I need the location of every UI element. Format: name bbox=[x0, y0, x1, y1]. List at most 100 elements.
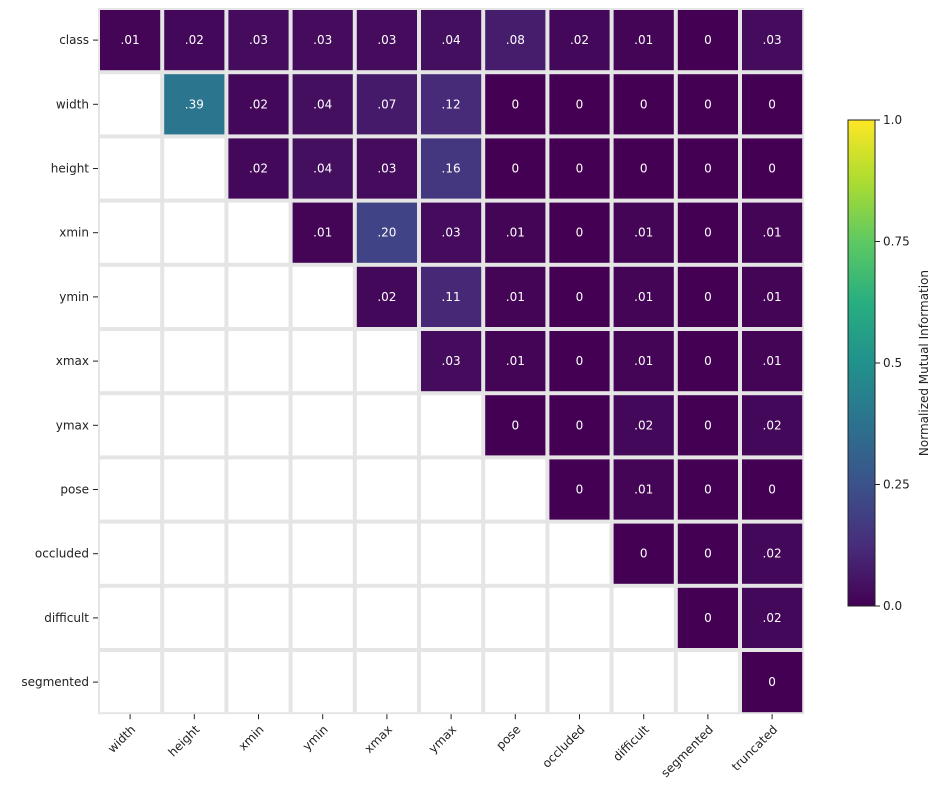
column-tick-label: height bbox=[165, 722, 202, 759]
heatmap-empty-cell bbox=[292, 587, 353, 648]
cell-value-label: .01 bbox=[763, 290, 782, 304]
heatmap-cell bbox=[677, 459, 738, 520]
heatmap-cell bbox=[613, 10, 674, 71]
heatmap-cell bbox=[164, 10, 225, 71]
heatmap-empty-cell bbox=[292, 266, 353, 327]
heatmap-cell bbox=[549, 10, 610, 71]
heatmap-empty-cell bbox=[100, 331, 161, 392]
heatmap-empty-cell bbox=[228, 331, 289, 392]
heatmap-empty-cell bbox=[228, 395, 289, 456]
cell-value-label: .02 bbox=[763, 611, 782, 625]
heatmap-cell bbox=[356, 74, 417, 135]
heatmap-cell bbox=[421, 138, 482, 199]
heatmap-empty-cell bbox=[421, 395, 482, 456]
heatmap-cell bbox=[485, 74, 546, 135]
cell-value-label: .02 bbox=[249, 162, 268, 176]
heatmap-empty-cell bbox=[549, 652, 610, 713]
heatmap-empty-cell bbox=[164, 523, 225, 584]
colorbar-ticks: 0.0 0.25 0.5 0.75 1.0 bbox=[875, 113, 910, 613]
cell-value-label: 0 bbox=[576, 97, 584, 111]
heatmap-empty-cell bbox=[613, 652, 674, 713]
cell-value-label: 0 bbox=[640, 162, 648, 176]
heatmap-cell bbox=[742, 395, 803, 456]
cell-value-label: 0 bbox=[704, 162, 712, 176]
column-tick-label: xmin bbox=[236, 722, 267, 753]
heatmap-cell bbox=[677, 10, 738, 71]
heatmap-empty-cell bbox=[677, 652, 738, 713]
heatmap-cell bbox=[421, 202, 482, 263]
cell-value-label: 0 bbox=[576, 354, 584, 368]
colorbar-tick-label: 1.0 bbox=[883, 113, 902, 127]
heatmap-empty-cell bbox=[228, 202, 289, 263]
heatmap-cell bbox=[677, 266, 738, 327]
heatmap-cell bbox=[613, 202, 674, 263]
cell-value-label: 0 bbox=[704, 33, 712, 47]
cell-value-label: .11 bbox=[442, 290, 461, 304]
column-tick-label: segmented bbox=[658, 722, 716, 780]
heatmap-empty-cell bbox=[164, 459, 225, 520]
heatmap-empty-cell bbox=[421, 587, 482, 648]
row-tick-label: ymin bbox=[59, 290, 89, 304]
heatmap-cell bbox=[228, 74, 289, 135]
heatmap-cell bbox=[742, 74, 803, 135]
heatmap-cell bbox=[742, 587, 803, 648]
heatmap-empty-cell bbox=[100, 587, 161, 648]
cell-value-label: 0 bbox=[704, 354, 712, 368]
cell-value-label: .01 bbox=[506, 226, 525, 240]
heatmap-empty-cell bbox=[228, 523, 289, 584]
heatmap-empty-cell bbox=[292, 652, 353, 713]
heatmap-cell bbox=[613, 395, 674, 456]
colorbar-gradient bbox=[847, 119, 876, 607]
cell-value-label: .03 bbox=[442, 226, 461, 240]
column-tick-label: ymin bbox=[300, 722, 331, 753]
cell-value-label: .07 bbox=[377, 97, 396, 111]
cell-value-label: 0 bbox=[768, 162, 776, 176]
column-tick-label: difficult bbox=[610, 722, 652, 764]
colorbar-tick-label: 0.0 bbox=[883, 599, 902, 613]
heatmap-empty-cell bbox=[164, 587, 225, 648]
heatmap-cell bbox=[485, 10, 546, 71]
cell-value-label: .08 bbox=[506, 33, 525, 47]
heatmap-cell bbox=[742, 652, 803, 713]
heatmap-empty-cell bbox=[228, 266, 289, 327]
cell-value-label: .03 bbox=[313, 33, 332, 47]
row-tick-labels: class width height xmin ymin xmax ymax pose occl… bbox=[21, 33, 98, 689]
heatmap-cell bbox=[742, 202, 803, 263]
column-tick-label: truncated bbox=[729, 722, 780, 773]
heatmap-cell bbox=[228, 10, 289, 71]
heatmap-cell bbox=[549, 395, 610, 456]
heatmap-cell bbox=[549, 266, 610, 327]
cell-value-label: .01 bbox=[634, 226, 653, 240]
heatmap-empty-cell bbox=[164, 266, 225, 327]
cell-value-label: 0 bbox=[768, 675, 776, 689]
heatmap-empty-cell bbox=[485, 459, 546, 520]
cell-value-label: 0 bbox=[704, 547, 712, 561]
heatmap-cell bbox=[356, 266, 417, 327]
row-tick-label: occluded bbox=[35, 547, 89, 561]
row-tick-label: class bbox=[59, 33, 89, 47]
heatmap-empty-cell bbox=[549, 587, 610, 648]
cell-value-label: 0 bbox=[704, 290, 712, 304]
heatmap-cell bbox=[549, 202, 610, 263]
row-tick-label: xmax bbox=[56, 354, 89, 368]
heatmap-empty-cell bbox=[292, 459, 353, 520]
cell-value-label: .02 bbox=[377, 290, 396, 304]
heatmap-empty-cell bbox=[292, 331, 353, 392]
heatmap-cell bbox=[100, 10, 161, 71]
heatmap-cell bbox=[292, 10, 353, 71]
heatmap-empty-cell bbox=[164, 202, 225, 263]
heatmap-empty-cell bbox=[421, 652, 482, 713]
cell-value-label: 0 bbox=[511, 97, 519, 111]
column-tick-label: occluded bbox=[539, 722, 587, 770]
heatmap-cell bbox=[613, 459, 674, 520]
heatmap-cell bbox=[742, 10, 803, 71]
heatmap-cell bbox=[421, 10, 482, 71]
cell-value-label: 0 bbox=[576, 226, 584, 240]
cell-value-label: 0 bbox=[704, 611, 712, 625]
row-tick-label: segmented bbox=[21, 675, 89, 689]
heatmap-cell bbox=[485, 138, 546, 199]
cell-value-label: 0 bbox=[576, 162, 584, 176]
cell-value-label: .03 bbox=[442, 354, 461, 368]
heatmap-cell bbox=[485, 266, 546, 327]
